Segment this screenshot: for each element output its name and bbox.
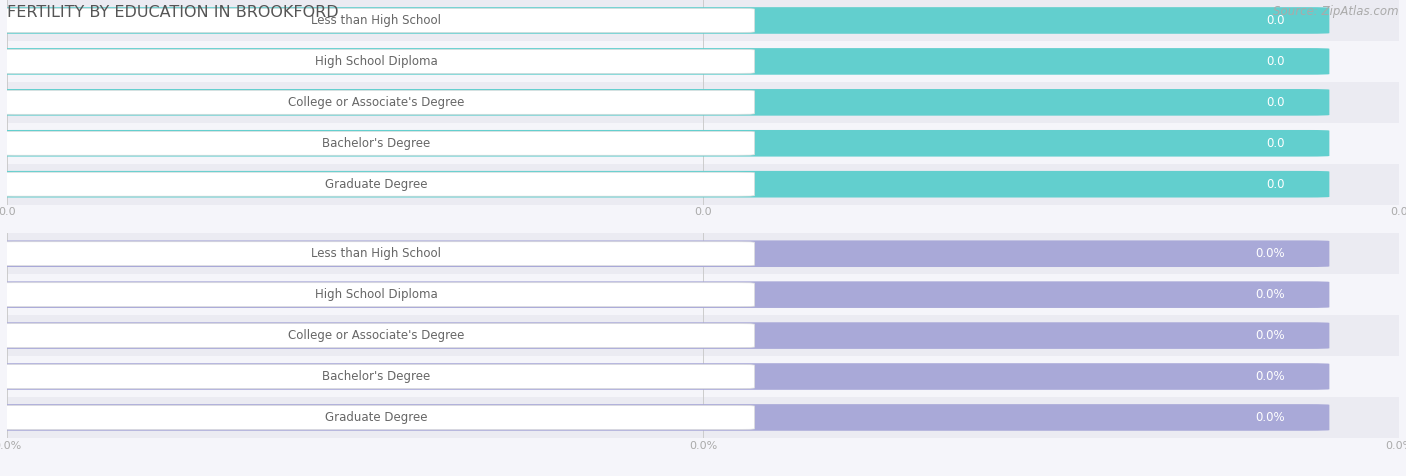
Bar <box>7 315 1399 356</box>
Bar <box>7 41 1399 82</box>
Text: Bachelor's Degree: Bachelor's Degree <box>322 370 430 383</box>
FancyBboxPatch shape <box>0 240 1330 267</box>
Text: College or Associate's Degree: College or Associate's Degree <box>288 329 464 342</box>
Text: College or Associate's Degree: College or Associate's Degree <box>288 96 464 109</box>
Bar <box>7 123 1399 164</box>
Text: Source: ZipAtlas.com: Source: ZipAtlas.com <box>1274 5 1399 18</box>
FancyBboxPatch shape <box>0 406 755 429</box>
FancyBboxPatch shape <box>0 324 755 347</box>
Bar <box>7 164 1399 205</box>
FancyBboxPatch shape <box>0 7 1330 34</box>
Text: FERTILITY BY EDUCATION IN BROOKFORD: FERTILITY BY EDUCATION IN BROOKFORD <box>7 5 339 20</box>
Text: 0.0: 0.0 <box>1267 96 1285 109</box>
FancyBboxPatch shape <box>0 48 1330 75</box>
Text: 0.0%: 0.0% <box>1256 329 1285 342</box>
Text: 0.0: 0.0 <box>1267 55 1285 68</box>
Text: 0.0%: 0.0% <box>1256 370 1285 383</box>
FancyBboxPatch shape <box>0 322 1330 349</box>
FancyBboxPatch shape <box>0 404 1330 431</box>
Text: High School Diploma: High School Diploma <box>315 55 437 68</box>
Bar <box>7 274 1399 315</box>
Bar <box>7 0 1399 41</box>
Bar <box>7 82 1399 123</box>
Text: Graduate Degree: Graduate Degree <box>325 178 427 191</box>
Text: 0.0: 0.0 <box>1267 14 1285 27</box>
Text: 0.0%: 0.0% <box>1256 247 1285 260</box>
FancyBboxPatch shape <box>0 281 1330 308</box>
FancyBboxPatch shape <box>0 172 755 196</box>
FancyBboxPatch shape <box>0 365 755 388</box>
Text: Less than High School: Less than High School <box>311 247 441 260</box>
FancyBboxPatch shape <box>0 283 755 307</box>
Text: Bachelor's Degree: Bachelor's Degree <box>322 137 430 150</box>
Bar <box>7 233 1399 274</box>
FancyBboxPatch shape <box>0 242 755 266</box>
FancyBboxPatch shape <box>0 131 755 155</box>
Text: 0.0: 0.0 <box>1267 137 1285 150</box>
FancyBboxPatch shape <box>0 90 755 114</box>
FancyBboxPatch shape <box>0 9 755 32</box>
FancyBboxPatch shape <box>0 363 1330 390</box>
FancyBboxPatch shape <box>0 89 1330 116</box>
FancyBboxPatch shape <box>0 130 1330 157</box>
FancyBboxPatch shape <box>0 171 1330 198</box>
Text: Graduate Degree: Graduate Degree <box>325 411 427 424</box>
Bar <box>7 397 1399 438</box>
Text: High School Diploma: High School Diploma <box>315 288 437 301</box>
Text: 0.0%: 0.0% <box>1256 411 1285 424</box>
Text: 0.0%: 0.0% <box>1256 288 1285 301</box>
Text: 0.0: 0.0 <box>1267 178 1285 191</box>
Bar <box>7 356 1399 397</box>
FancyBboxPatch shape <box>0 50 755 73</box>
Text: Less than High School: Less than High School <box>311 14 441 27</box>
